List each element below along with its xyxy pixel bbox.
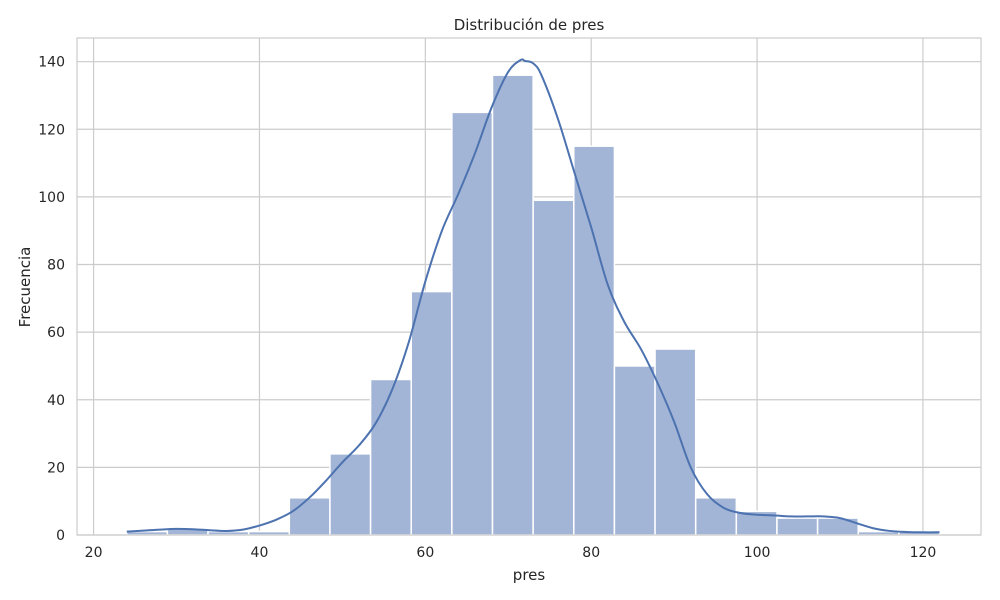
histogram-bar (329, 453, 372, 536)
histogram-bar (410, 290, 453, 536)
x-tick-label: 20 (85, 545, 103, 561)
x-tick-label: 60 (416, 545, 434, 561)
plot-frame (76, 37, 982, 536)
x-tick-labels: 20 40 60 80 100 120 (85, 545, 937, 561)
y-tick-label: 120 (38, 122, 65, 138)
y-tick-label: 100 (38, 190, 65, 206)
kde-curve-layer (126, 58, 940, 534)
chart-title: Distribución de pres (454, 16, 605, 34)
kde-curve (126, 58, 940, 534)
histogram-bar (288, 497, 331, 536)
histogram-bar (573, 145, 616, 536)
histogram-bar (613, 365, 656, 536)
y-tick-label: 0 (56, 528, 65, 544)
x-axis-title: pres (513, 566, 546, 584)
histogram-bar (654, 348, 697, 536)
x-tick-label: 120 (910, 545, 937, 561)
histogram-bar (369, 378, 412, 536)
x-tick-label: 80 (582, 545, 600, 561)
y-tick-label: 20 (47, 460, 65, 476)
y-tick-label: 60 (47, 325, 65, 341)
histogram-bar (491, 74, 534, 536)
histogram-bar (451, 111, 494, 536)
histogram-bar (532, 199, 575, 536)
y-axis-title: Frecuencia (16, 247, 34, 328)
x-tick-label: 100 (744, 545, 771, 561)
y-tick-labels: 0 20 40 60 80 100 120 140 (38, 55, 65, 544)
histogram-bars (126, 74, 941, 536)
histogram-bar (816, 517, 860, 536)
y-tick-label: 80 (47, 258, 65, 274)
plot-border (76, 37, 982, 536)
histogram-bar (776, 517, 819, 536)
x-tick-label: 40 (251, 545, 269, 561)
y-tick-label: 140 (38, 55, 65, 71)
y-tick-label: 40 (47, 393, 65, 409)
